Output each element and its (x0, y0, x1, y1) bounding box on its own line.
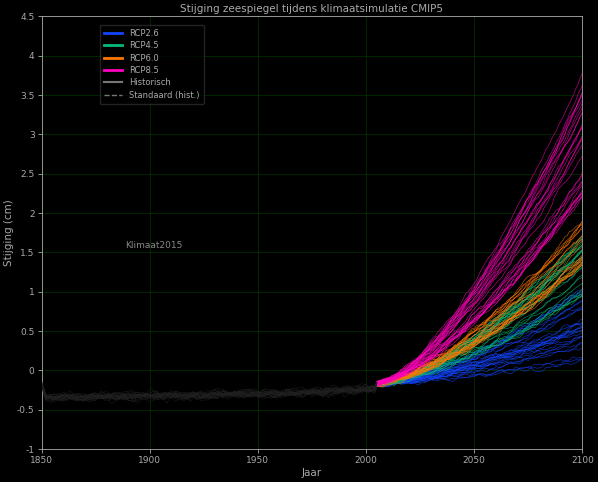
Title: Stijging zeespiegel tijdens klimaatsimulatie CMIP5: Stijging zeespiegel tijdens klimaatsimul… (181, 4, 444, 14)
X-axis label: Jaar: Jaar (302, 468, 322, 478)
Text: Klimaat2015: Klimaat2015 (126, 241, 183, 250)
Legend: RCP2.6, RCP4.5, RCP6.0, RCP8.5, Historisch, Standaard (hist.): RCP2.6, RCP4.5, RCP6.0, RCP8.5, Historis… (100, 25, 203, 104)
Y-axis label: Stijging (cm): Stijging (cm) (4, 200, 14, 266)
